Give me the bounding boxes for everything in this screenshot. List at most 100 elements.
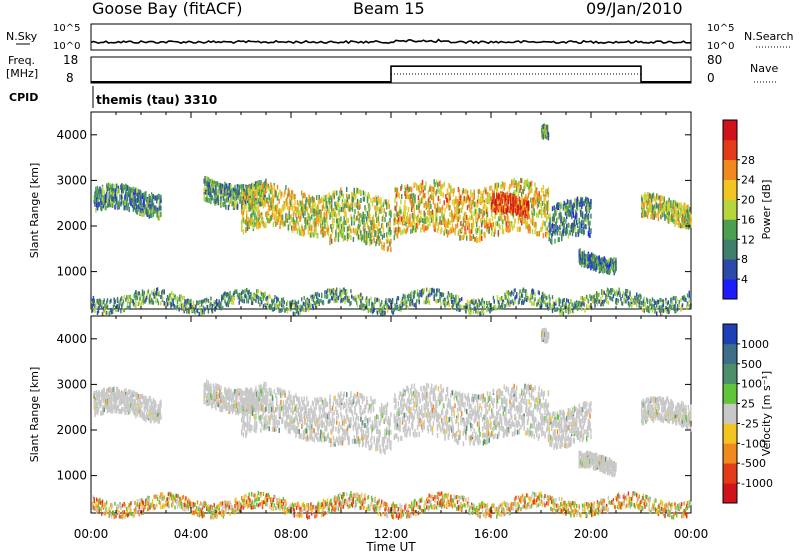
power-echo-cell <box>182 307 185 312</box>
power-echo-cell <box>254 200 256 206</box>
power-echo-cell <box>413 290 415 295</box>
power-echo-cell <box>526 202 528 208</box>
power-echo-cell <box>107 198 110 204</box>
power-echo-cell <box>391 299 394 304</box>
power-echo-cell <box>386 308 389 313</box>
power-echo-cell <box>298 226 300 232</box>
power-echo-cell <box>264 182 266 188</box>
power-echo-cell <box>316 210 318 216</box>
power-echo-cell <box>510 201 512 207</box>
power-echo-cell <box>233 191 235 197</box>
power-echo-cell <box>302 307 305 312</box>
power-echo-cell <box>349 206 351 212</box>
power-echo-cell <box>318 209 320 215</box>
power-echo-cell <box>516 204 519 210</box>
power-echo-cell <box>342 236 345 242</box>
power-echo-cell <box>577 199 580 205</box>
power-echo-cell <box>501 194 503 200</box>
power-echo-cell <box>356 204 359 210</box>
power-echo-cell <box>112 202 115 208</box>
power-echo-cell <box>264 222 266 228</box>
power-echo-cell <box>306 304 308 308</box>
power-echo-cell <box>512 301 515 306</box>
power-echo-cell <box>255 188 257 194</box>
power-echo-cell <box>528 201 530 207</box>
power-echo-cell <box>158 194 160 200</box>
power-echo-cell <box>295 206 297 212</box>
power-echo-cell <box>346 199 348 205</box>
power-echo-cell <box>502 191 505 197</box>
power-echo-cell <box>257 205 260 211</box>
power-echo-cell <box>150 212 152 218</box>
power-echo-cell <box>148 193 150 199</box>
power-echo-cell <box>336 205 338 211</box>
power-echo-cell <box>330 224 332 229</box>
power-echo-cell <box>231 196 234 202</box>
power-echo-cell <box>152 206 155 212</box>
power-echo-cell <box>341 298 344 303</box>
power-echo-cell <box>440 191 442 196</box>
power-echo-cell <box>329 240 331 246</box>
power-echo-cell <box>429 215 431 221</box>
power-echo-cell <box>97 301 100 305</box>
power-echo-cell <box>413 294 415 299</box>
power-echo-cell <box>135 207 137 213</box>
power-echo-cell <box>506 207 509 212</box>
power-echo-cell <box>260 195 262 201</box>
power-echo-cell <box>339 207 341 213</box>
power-echo-cell <box>492 222 495 227</box>
power-echo-cell <box>116 308 118 313</box>
power-echo-cell <box>224 294 226 299</box>
power-echo-cell <box>402 216 405 222</box>
power-echo-cell <box>646 197 648 203</box>
power-echo-cell <box>446 232 449 238</box>
power-echo-cell <box>462 235 465 241</box>
power-echo-cell <box>517 216 520 222</box>
power-echo-cell <box>580 254 582 260</box>
power-echo-cell <box>458 215 460 220</box>
power-echo-cell <box>278 303 280 308</box>
power-echo-cell <box>431 287 434 292</box>
power-echo-cell <box>479 230 481 236</box>
power-echo-cell <box>606 263 608 269</box>
power-echo-cell <box>368 298 370 303</box>
power-echo-cell <box>170 301 172 306</box>
power-echo-cell <box>228 299 230 304</box>
power-echo-cell <box>497 230 500 235</box>
power-echo-cell <box>221 297 223 302</box>
power-echo-cell <box>523 205 525 211</box>
power-echo-cell <box>404 185 406 191</box>
power-echo-cell <box>312 198 315 203</box>
power-echo-cell <box>308 203 310 209</box>
power-echo-cell <box>347 218 350 224</box>
power-echo-cell <box>606 269 609 275</box>
power-echo-cell <box>548 236 550 242</box>
power-echo-cell <box>361 212 364 218</box>
power-echo-cell <box>142 208 145 214</box>
power-echo-cell <box>504 207 506 213</box>
power-echo-cell <box>686 213 689 219</box>
power-echo-cell <box>536 212 538 218</box>
power-echo-cell <box>326 218 328 224</box>
power-echo-cell <box>260 301 262 306</box>
power-echo-cell <box>340 299 342 304</box>
power-echo-cell <box>134 196 136 202</box>
power-echo-cell <box>441 227 443 233</box>
power-echo-cell <box>611 258 614 264</box>
power-echo-cell <box>476 199 479 205</box>
power-echo-cell <box>232 201 235 206</box>
power-echo-cell <box>571 231 574 237</box>
power-echo-cell <box>296 229 299 234</box>
power-echo-cell <box>213 198 215 204</box>
power-echo-cell <box>383 304 385 309</box>
power-echo-cell <box>198 311 200 316</box>
power-echo-cell <box>678 214 680 220</box>
power-echo-cell <box>310 205 312 211</box>
power-echo-cell <box>108 191 110 197</box>
power-echo-cell <box>517 206 520 212</box>
power-echo-cell <box>443 301 445 306</box>
power-echo-cell <box>421 197 423 203</box>
power-echo-cell <box>116 203 119 209</box>
power-echo-cell <box>222 293 225 298</box>
